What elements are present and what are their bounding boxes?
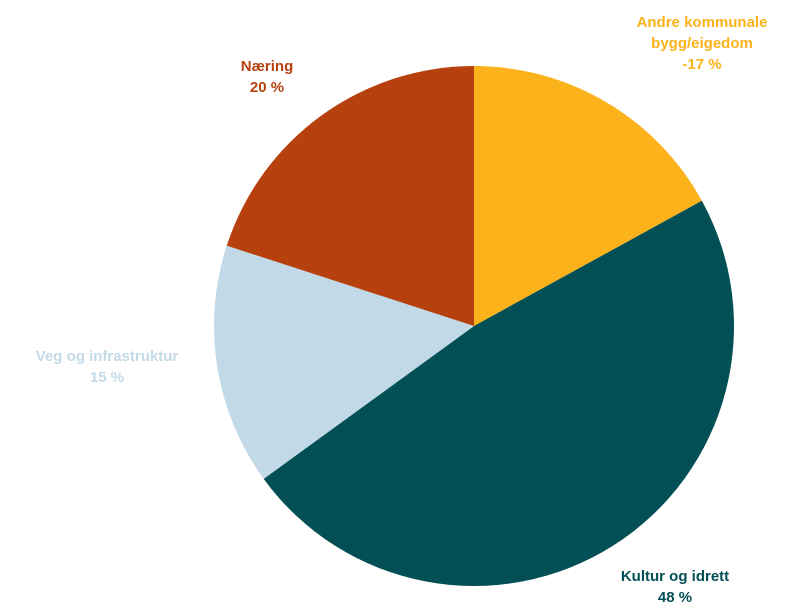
- slice-name-line: Næring: [240, 58, 294, 75]
- slice-value-label: 20 %: [249, 79, 285, 96]
- slice-name-line: Kultur og idrett: [620, 568, 730, 585]
- slice-value-label: 15 %: [89, 369, 125, 386]
- slice-label-kultur-og-idrett: Kultur og idrett 48 %: [600, 566, 750, 608]
- pie-slice-0: [474, 66, 702, 326]
- slice-name-line: Andre kommunale: [636, 14, 768, 31]
- slice-value-label: 48 %: [657, 589, 693, 606]
- slice-label-veg-og-infrastruktur: Veg og infrastruktur 15 %: [2, 346, 212, 388]
- slice-label-andre-kommunale: Andre kommunale bygg/eigedom -17 %: [612, 12, 792, 75]
- pie-slice-2: [214, 245, 474, 479]
- pie-slice-3: [226, 66, 474, 326]
- pie-slice-1: [263, 200, 734, 586]
- slice-label-naering: Næring 20 %: [207, 56, 327, 98]
- slice-name-line: bygg/eigedom: [651, 35, 753, 52]
- slice-value-label: -17 %: [682, 56, 722, 73]
- slice-name-line: Veg og infrastruktur: [35, 348, 179, 365]
